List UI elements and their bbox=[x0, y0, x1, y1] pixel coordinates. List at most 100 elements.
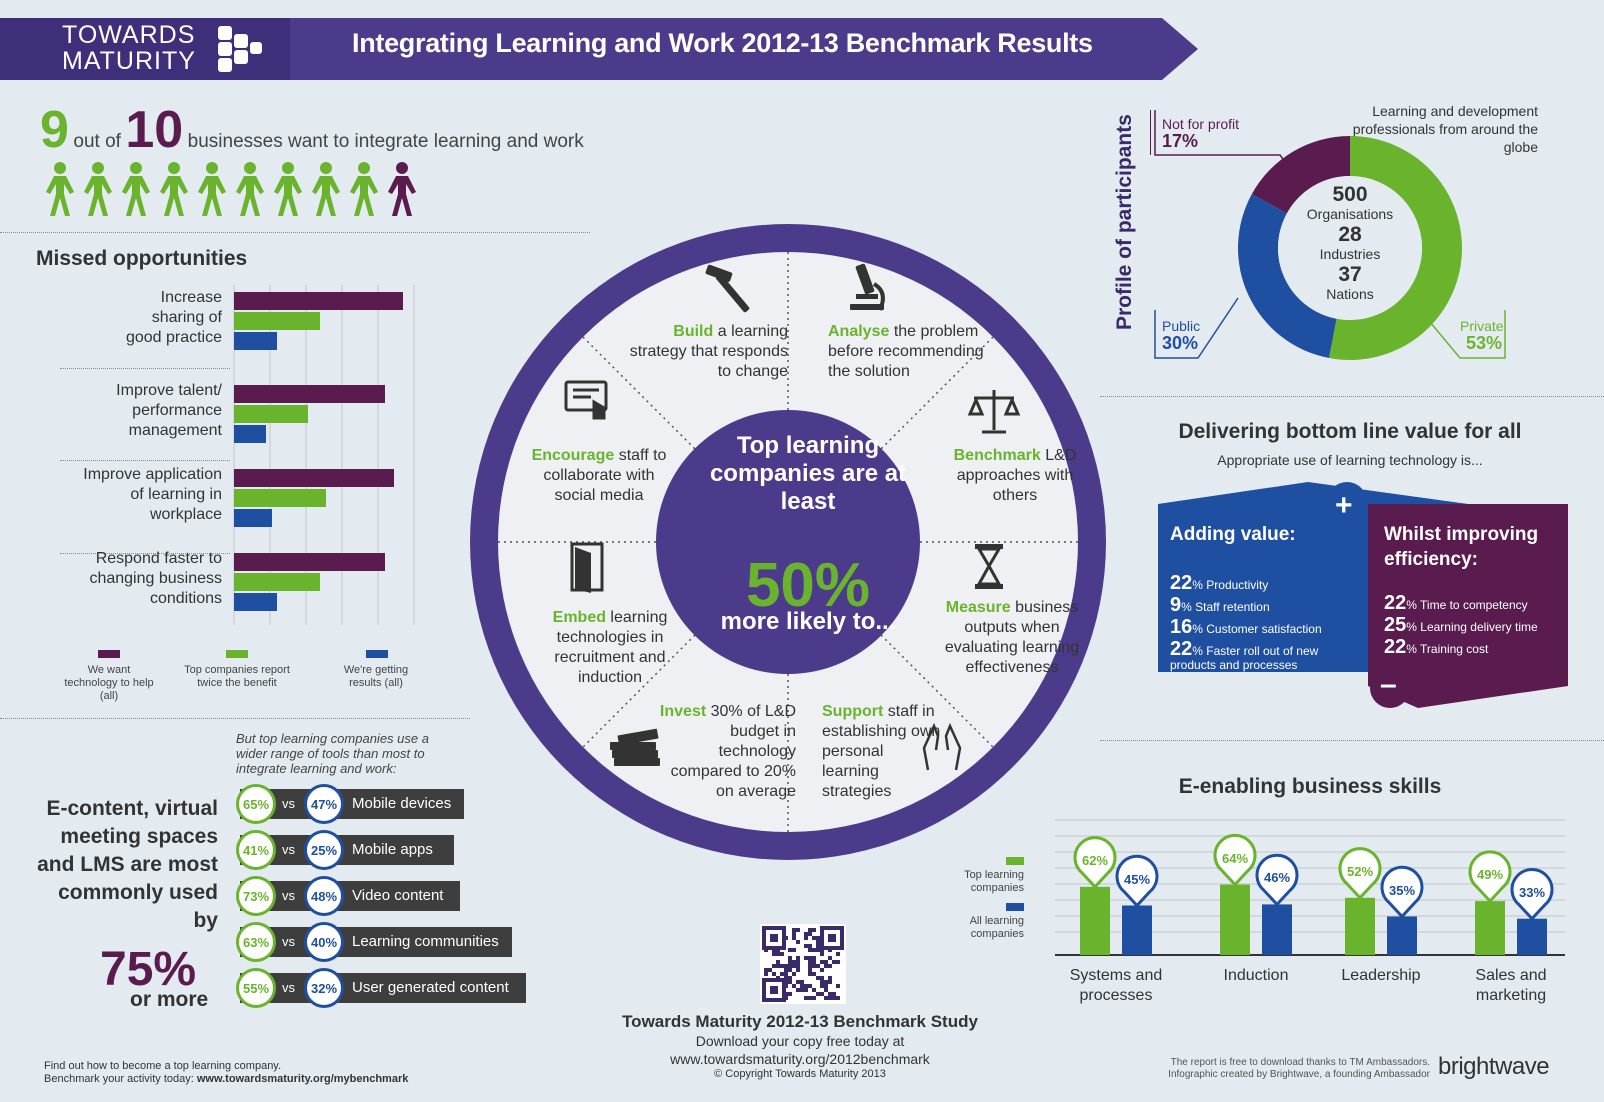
action-wheel: ... it's a pivotal time for action bbox=[470, 224, 1106, 860]
footer-line2: Benchmark your activity today: www.towar… bbox=[44, 1073, 408, 1086]
vs-label: vs bbox=[282, 888, 295, 903]
profile-callout-lines bbox=[1150, 110, 1506, 359]
door-icon bbox=[570, 542, 604, 593]
label-line: conditions bbox=[149, 590, 222, 607]
callout-not-for-profit: Not for profit 17% bbox=[1162, 116, 1239, 150]
footer-left: Find out how to become a top learning co… bbox=[44, 1060, 408, 1086]
value-number: 25 bbox=[1384, 614, 1407, 636]
plus-icon: + bbox=[1335, 489, 1353, 522]
footer-prefix: Benchmark your activity today: bbox=[44, 1073, 197, 1085]
brightwave-logo: brightwave bbox=[1438, 1053, 1550, 1080]
category-label: Increase sharing of good practice bbox=[22, 288, 222, 348]
skills-category-label: Induction bbox=[1196, 966, 1316, 986]
logo-line1: TOWARDS bbox=[62, 21, 196, 49]
top-pct-badge: 55% bbox=[236, 968, 276, 1008]
screen-icon bbox=[564, 380, 608, 420]
callout-name: Not for profit bbox=[1162, 116, 1240, 132]
tool-bar bbox=[240, 973, 526, 1003]
pin-label: 62% bbox=[1081, 852, 1109, 868]
person-icon bbox=[388, 162, 416, 216]
stat-number: 28 bbox=[1338, 223, 1362, 246]
value-number: 22 bbox=[1170, 572, 1193, 594]
bar bbox=[234, 509, 272, 527]
pct-sign: % bbox=[1192, 622, 1207, 636]
skills-bar bbox=[1517, 918, 1547, 955]
value-label: Faster roll out of new products and proc… bbox=[1170, 644, 1319, 672]
pin-label: 33% bbox=[1518, 884, 1546, 900]
hourglass-icon bbox=[975, 544, 1003, 589]
vs-label: vs bbox=[282, 842, 295, 857]
label-line: performance bbox=[132, 402, 222, 419]
callout-name: Private bbox=[1460, 318, 1504, 334]
microscope-icon bbox=[850, 263, 885, 311]
callout-pct: 17% bbox=[1162, 131, 1199, 151]
pct-sign: % bbox=[1181, 600, 1196, 614]
value-number: 9 bbox=[1170, 594, 1182, 616]
value-number: 22 bbox=[1384, 636, 1407, 658]
bar bbox=[234, 573, 321, 591]
value-subtitle: Appropriate use of learning technology i… bbox=[1217, 452, 1483, 468]
label-line: marketing bbox=[1475, 987, 1547, 1004]
stat-label: Industries bbox=[1319, 246, 1381, 262]
profile-label: Profile of participants bbox=[1113, 114, 1136, 330]
value-panels bbox=[1158, 482, 1568, 708]
label-line: Sales and bbox=[1475, 967, 1547, 984]
wheel-segment-support: Support staff in establishing own person… bbox=[822, 702, 942, 802]
wheel-segment-measure: Measure business outputs when evaluating… bbox=[938, 598, 1086, 678]
bar bbox=[234, 292, 404, 310]
value-label: Productivity bbox=[1206, 578, 1269, 592]
improving-title: Whilst improving efficiency: bbox=[1384, 524, 1539, 570]
label-line: of learning in bbox=[130, 486, 222, 503]
study-title: Towards Maturity 2012-13 Benchmark Study bbox=[622, 1012, 978, 1031]
segment-key: Measure bbox=[945, 599, 1011, 616]
top-pct-badge: 63% bbox=[236, 922, 276, 962]
callout-pct: 30% bbox=[1162, 333, 1199, 353]
tool-label: Mobile devices bbox=[352, 795, 452, 812]
vs-label: vs bbox=[282, 980, 295, 995]
percent-pin-icon bbox=[1510, 868, 1554, 921]
segment-text: staff in establishing own personal learn… bbox=[822, 703, 941, 800]
segment-key: Build bbox=[673, 323, 714, 340]
tool-label: Video content bbox=[352, 887, 444, 904]
qr-code-icon[interactable] bbox=[760, 924, 846, 1004]
person-icon bbox=[122, 162, 150, 216]
tools-left-text: E-content, virtual meeting spaces and LM… bbox=[37, 797, 218, 932]
study-link[interactable]: www.towardsmaturity.org/2012benchmark bbox=[670, 1051, 930, 1067]
segment-key: Benchmark bbox=[953, 447, 1041, 464]
person-icon bbox=[274, 162, 302, 216]
logo-line2: MATURITY bbox=[62, 47, 196, 75]
logo: TOWARDS MATURITY bbox=[62, 22, 196, 74]
pin-label: 64% bbox=[1221, 850, 1249, 866]
tools-more: or more bbox=[130, 988, 209, 1011]
person-icon bbox=[84, 162, 112, 216]
skills-bar bbox=[1220, 884, 1250, 955]
intro-headline: 9 out of 10 businesses want to integrate… bbox=[40, 100, 584, 160]
bar bbox=[234, 553, 386, 571]
legend-label: We're getting results (all) bbox=[343, 664, 409, 689]
tool-label: Learning communities bbox=[352, 933, 499, 950]
skills-bar bbox=[1387, 916, 1417, 955]
legend-swatch-purple bbox=[98, 650, 120, 658]
value-row: 22% Productivity bbox=[1170, 573, 1360, 593]
scales-icon bbox=[967, 390, 1021, 434]
bar bbox=[234, 425, 267, 443]
divider bbox=[60, 460, 230, 461]
tools-big-pct: 75% bbox=[100, 943, 197, 996]
segment-key: Encourage bbox=[531, 447, 615, 464]
skills-bar bbox=[1262, 904, 1292, 955]
hands-icon bbox=[922, 722, 962, 771]
money-icon bbox=[610, 728, 660, 766]
callout-pct: 53% bbox=[1465, 333, 1502, 353]
top-pct-badge: 73% bbox=[236, 876, 276, 916]
benchmark-link[interactable]: www.towardsmaturity.org/mybenchmark bbox=[196, 1073, 409, 1085]
value-label: Customer satisfaction bbox=[1206, 622, 1322, 636]
percent-pin-icon bbox=[1338, 847, 1382, 901]
stat-label: Nations bbox=[1326, 286, 1374, 302]
wheel-center-bottom: more likely to... bbox=[720, 608, 896, 635]
divider bbox=[0, 718, 470, 719]
segment-key: Embed bbox=[552, 609, 606, 626]
wheel-segment-invest: Invest 30% of L&D budget in technology c… bbox=[656, 702, 796, 802]
pct-sign: % bbox=[1406, 620, 1421, 634]
donut-slice bbox=[1329, 136, 1462, 360]
value-row: 16% Customer satisfaction bbox=[1170, 617, 1360, 637]
